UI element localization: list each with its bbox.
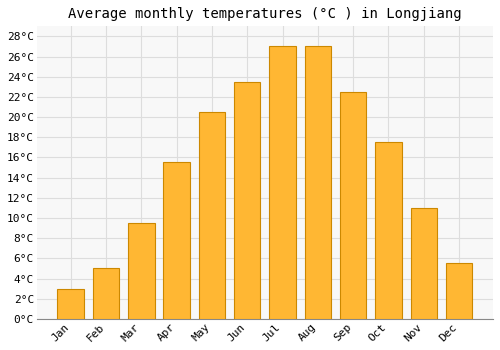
Bar — [198, 112, 225, 319]
Bar — [446, 264, 472, 319]
Bar — [340, 92, 366, 319]
Bar — [93, 268, 120, 319]
Title: Average monthly temperatures (°C ) in Longjiang: Average monthly temperatures (°C ) in Lo… — [68, 7, 462, 21]
Bar — [58, 289, 84, 319]
Bar — [270, 47, 296, 319]
Bar — [304, 47, 331, 319]
Bar — [128, 223, 154, 319]
Bar — [164, 162, 190, 319]
Bar — [234, 82, 260, 319]
Bar — [410, 208, 437, 319]
Bar — [375, 142, 402, 319]
